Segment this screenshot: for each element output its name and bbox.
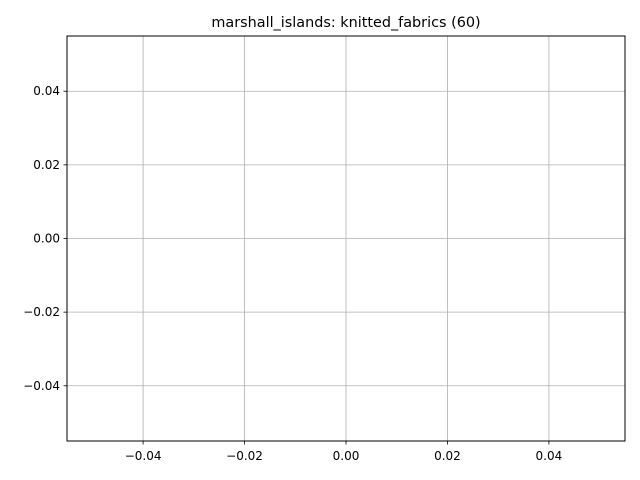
y-tick-label: −0.02 bbox=[23, 305, 60, 319]
x-tick-label: 0.04 bbox=[536, 449, 563, 463]
grid-lines bbox=[67, 36, 625, 441]
chart-title: marshall_islands: knitted_fabrics (60) bbox=[211, 15, 480, 31]
x-axis-ticks: −0.04 −0.02 0.00 0.02 0.04 bbox=[125, 441, 563, 463]
x-tick-label: 0.00 bbox=[333, 449, 360, 463]
y-axis-ticks: −0.04 −0.02 0.00 0.02 0.04 bbox=[23, 84, 67, 393]
x-tick-label: −0.02 bbox=[226, 449, 263, 463]
y-tick-label: 0.00 bbox=[33, 232, 60, 246]
y-tick-label: −0.04 bbox=[23, 379, 60, 393]
x-tick-label: 0.02 bbox=[434, 449, 461, 463]
y-tick-label: 0.04 bbox=[33, 84, 60, 98]
y-tick-label: 0.02 bbox=[33, 158, 60, 172]
x-tick-label: −0.04 bbox=[125, 449, 162, 463]
